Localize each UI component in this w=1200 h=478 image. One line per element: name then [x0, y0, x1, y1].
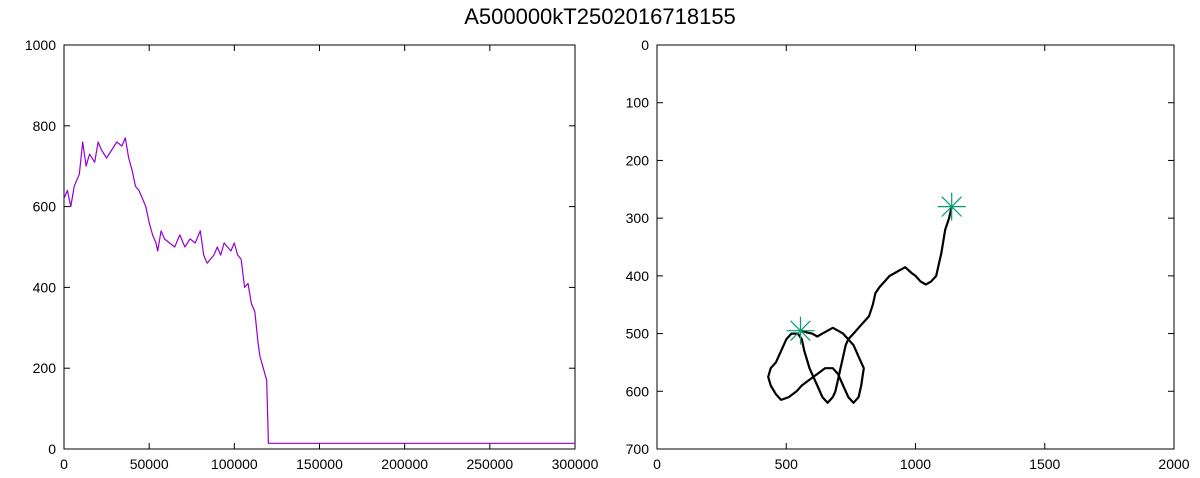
right-x-tick-label: 2000 [1158, 456, 1189, 472]
left-x-tick-label: 0 [60, 456, 68, 472]
left-y-tick-label: 400 [33, 279, 57, 295]
right-plot-series [767, 192, 966, 404]
left-x-tick-label: 100000 [211, 456, 258, 472]
right-x-tick-label: 500 [775, 456, 799, 472]
right-plot-frame [656, 44, 1175, 450]
right-y-tick-label: 700 [626, 441, 650, 457]
right-axis-ticks: 0 500 1000 1500 2000 0 100 200 300 400 500 600 700 [626, 37, 1190, 472]
right-x-tick-label: 0 [653, 456, 661, 472]
left-y-tick-label: 0 [48, 441, 56, 457]
right-y-tick-label: 200 [626, 152, 650, 168]
left-x-tick-label: 50000 [130, 456, 169, 472]
left-y-tick-label: 1000 [25, 37, 56, 53]
right-y-tick-label: 100 [626, 95, 650, 111]
right-y-tick-label: 400 [626, 268, 650, 284]
right-x-tick-label: 1500 [1029, 456, 1060, 472]
right-y-tick-label: 600 [626, 383, 650, 399]
right-x-tick-label: 1000 [900, 456, 931, 472]
right-star-marker [937, 192, 966, 221]
left-plot-frame [63, 44, 576, 450]
left-x-tick-label: 200000 [381, 456, 428, 472]
left-x-tick-label: 250000 [466, 456, 513, 472]
right-star-marker [786, 316, 815, 345]
left-x-tick-label: 300000 [552, 456, 599, 472]
left-plot-series [63, 137, 575, 444]
right-series-line [767, 206, 953, 404]
left-y-tick-label: 200 [33, 360, 57, 376]
left-y-tick-label: 800 [33, 118, 57, 134]
right-y-tick-label: 500 [626, 326, 650, 342]
left-series-line [63, 137, 575, 444]
right-y-tick-label: 0 [641, 37, 649, 53]
left-x-tick-label: 150000 [296, 456, 343, 472]
left-y-tick-label: 600 [33, 199, 57, 215]
right-y-tick-label: 300 [626, 210, 650, 226]
left-axis-ticks: 0 50000 100000 150000 200000 250000 300000 0 200… [25, 37, 599, 472]
figure-title: A500000kT2502016718155 [464, 4, 736, 29]
